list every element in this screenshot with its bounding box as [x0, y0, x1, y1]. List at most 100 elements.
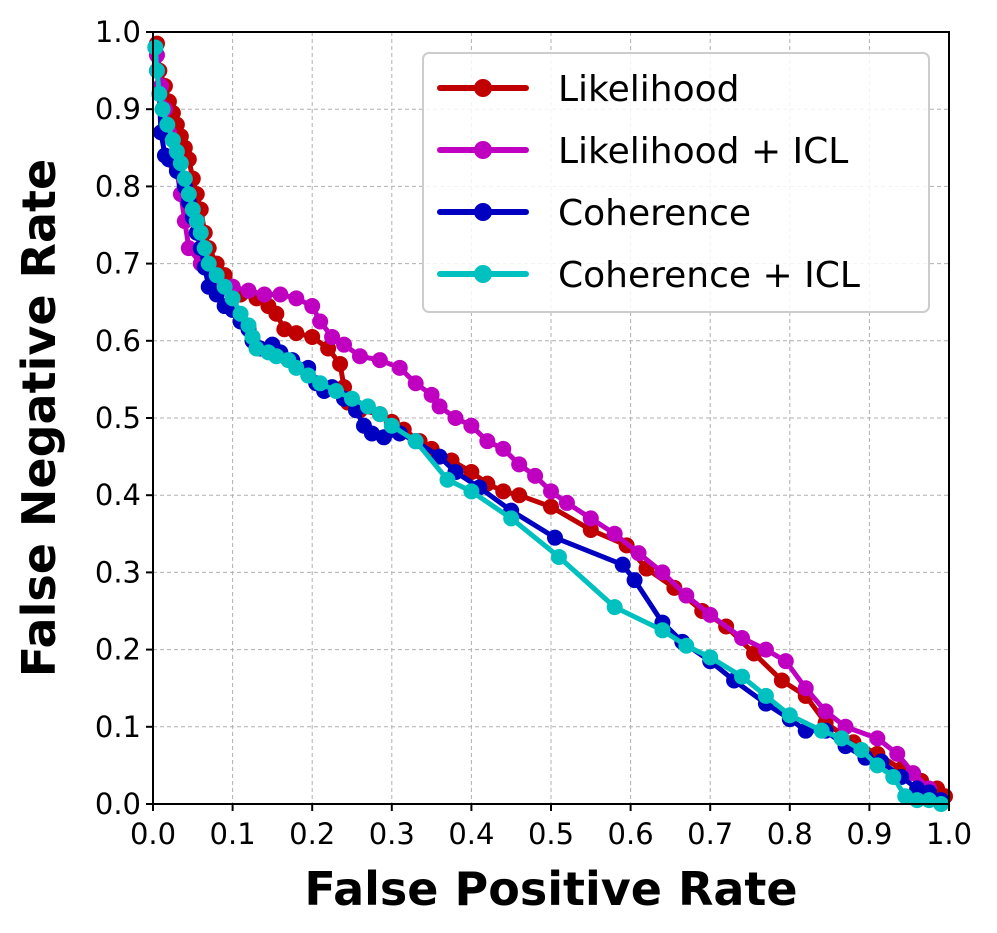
data-point — [582, 510, 599, 527]
data-point — [172, 155, 189, 172]
data-point — [180, 240, 197, 257]
data-point — [543, 483, 559, 500]
data-point — [817, 703, 834, 720]
data-point — [550, 548, 567, 565]
data-point — [582, 521, 599, 538]
data-point — [151, 85, 168, 102]
series-layer — [147, 35, 954, 812]
data-point — [734, 668, 751, 685]
x-axis-title: False Positive Rate — [304, 862, 797, 916]
data-point — [511, 456, 528, 473]
data-point — [546, 529, 563, 546]
x-tick-label: 0.8 — [767, 817, 813, 851]
x-tick-label: 0.2 — [289, 817, 335, 851]
ticks: 0.0 0.1 0.2 0.3 0.4 0.5 0.6 0.7 0.8 0.9 1.0 0.0 0.1 0… — [95, 15, 972, 851]
y-tick-label: 0.0 — [95, 787, 141, 821]
data-point — [312, 313, 329, 330]
data-point — [328, 382, 345, 399]
x-tick-label: 0.0 — [130, 817, 176, 851]
data-point — [224, 290, 241, 307]
data-point — [511, 487, 528, 504]
data-point — [797, 680, 814, 697]
data-point — [889, 745, 906, 762]
y-tick-label: 0.6 — [95, 324, 141, 358]
legend-box — [422, 52, 930, 313]
legend-swatch-marker — [474, 79, 492, 97]
data-point — [654, 622, 671, 639]
data-point — [479, 433, 496, 450]
data-point — [626, 572, 643, 589]
data-point — [180, 186, 197, 203]
data-point — [208, 267, 225, 284]
y-tick-label: 0.1 — [95, 710, 141, 744]
data-point — [558, 494, 575, 511]
data-point — [344, 390, 360, 407]
series-3 — [147, 39, 950, 812]
data-point — [176, 170, 193, 187]
data-point — [606, 525, 623, 542]
data-point — [159, 116, 176, 133]
data-point — [678, 587, 695, 604]
data-point — [813, 722, 830, 739]
data-point — [268, 305, 285, 322]
y-tick-label: 0.3 — [95, 555, 141, 589]
x-tick-label: 0.4 — [448, 817, 494, 851]
y-tick-label: 0.8 — [95, 169, 141, 203]
data-point — [359, 398, 376, 415]
data-point — [304, 298, 321, 315]
legend-item: Likelihood + ICL — [437, 131, 848, 172]
legend-swatch-marker — [474, 141, 492, 159]
legend-label: Coherence — [558, 193, 751, 234]
data-point — [288, 359, 305, 376]
legend-label: Likelihood + ICL — [558, 131, 848, 172]
data-point — [312, 375, 329, 392]
data-point — [869, 730, 886, 747]
data-point — [391, 359, 408, 376]
data-point — [833, 730, 850, 747]
data-point — [383, 417, 400, 434]
x-tick-label: 0.1 — [210, 817, 256, 851]
data-point — [200, 255, 217, 272]
data-point — [192, 224, 209, 241]
data-point — [447, 410, 464, 426]
data-point — [495, 483, 512, 500]
data-point — [757, 687, 774, 704]
data-point — [614, 556, 631, 573]
y-tick-label: 0.2 — [95, 633, 141, 667]
data-point — [495, 440, 512, 457]
legend-item: Coherence + ICL — [437, 255, 860, 296]
data-point — [773, 672, 790, 689]
data-point — [431, 448, 448, 465]
data-point — [371, 352, 388, 369]
data-point — [240, 282, 257, 299]
data-point — [606, 599, 623, 616]
data-point — [148, 62, 165, 79]
y-tick-label: 0.5 — [95, 401, 141, 435]
legend-label: Likelihood — [558, 69, 740, 110]
data-point — [734, 630, 751, 647]
y-tick-label: 0.7 — [95, 247, 141, 281]
data-point — [869, 757, 886, 774]
data-point — [885, 768, 902, 785]
x-tick-label: 0.9 — [846, 817, 892, 851]
y-tick-label: 0.9 — [95, 92, 141, 126]
data-point — [147, 39, 164, 56]
x-tick-label: 0.7 — [687, 817, 733, 851]
data-point — [154, 101, 171, 118]
data-point — [375, 429, 392, 446]
legend-item: Likelihood — [437, 69, 740, 110]
data-point — [371, 406, 388, 423]
data-point — [678, 637, 695, 654]
y-tick-label: 0.4 — [95, 478, 141, 512]
data-point — [216, 278, 233, 295]
data-point — [439, 471, 456, 488]
data-point — [757, 641, 774, 658]
legend-swatch-marker — [474, 203, 492, 221]
legend: Likelihood Likelihood + ICL Coherence Coher… — [422, 52, 930, 313]
data-point — [777, 653, 794, 670]
data-point — [463, 417, 480, 434]
data-point — [702, 649, 719, 666]
data-point — [232, 305, 249, 322]
